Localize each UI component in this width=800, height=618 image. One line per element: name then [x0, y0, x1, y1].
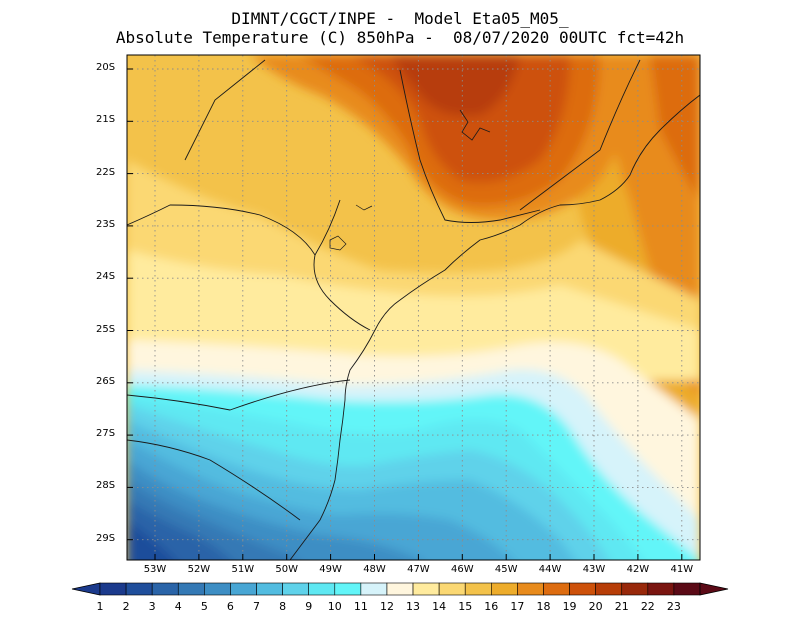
lat-label: 22S: [96, 166, 116, 178]
lon-label: 53W: [143, 564, 167, 575]
colorbar-label: 18: [536, 600, 551, 613]
coastline-borders: [127, 59, 700, 560]
colorbar-label: 23: [666, 600, 681, 613]
colorbar-swatch: [360, 582, 388, 596]
colorbar-label: 16: [484, 600, 499, 613]
colorbar-swatch: [673, 582, 701, 596]
lon-label: 51W: [231, 564, 255, 575]
lon-label: 44W: [538, 564, 562, 575]
axis-ticks: [127, 68, 683, 560]
lon-label: 41W: [670, 564, 694, 575]
colorbar-label: 17: [510, 600, 525, 613]
colorbar-arrow-left: [71, 582, 101, 596]
lat-label: 25S: [96, 323, 116, 335]
colorbar-swatch: [282, 582, 309, 596]
lon-label: 46W: [450, 564, 474, 575]
colorbar-swatch: [647, 582, 675, 596]
colorbar-label: 19: [562, 600, 577, 613]
colorbar-label: 22: [640, 600, 655, 613]
colorbar-swatch: [256, 582, 283, 596]
lat-label: 27S: [96, 428, 116, 440]
lat-label: 28S: [96, 480, 116, 492]
colorbar-swatch: [386, 582, 414, 596]
temperature-field: [127, 55, 700, 560]
colorbar-label: 10: [327, 600, 342, 613]
colorbar-label: 13: [406, 600, 421, 613]
lon-label: 49W: [319, 564, 342, 575]
colorbar-label: 9: [305, 600, 313, 613]
colorbar-swatch: [569, 582, 596, 596]
colorbar-label: 21: [614, 600, 629, 613]
colorbar-swatch: [543, 582, 570, 596]
colorbar-swatch: [308, 582, 336, 596]
colorbar-swatch: [204, 582, 231, 596]
colorbar-label: 12: [379, 600, 394, 613]
lat-label: 20S: [96, 62, 116, 73]
colorbar-swatch: [177, 582, 205, 596]
graticule: [127, 55, 700, 560]
colorbar-label: 20: [588, 600, 603, 613]
colorbar-swatch: [517, 582, 544, 596]
lon-label: 47W: [407, 564, 430, 575]
lat-label: 24S: [96, 271, 116, 283]
colorbar-swatch: [438, 582, 466, 596]
map-frame: [126, 54, 701, 561]
colorbar: [71, 582, 729, 596]
colorbar-swatch: [491, 582, 518, 596]
colorbar-label: 7: [253, 600, 261, 613]
lon-label: 42W: [626, 564, 650, 575]
colorbar-label: 1: [96, 600, 104, 613]
colorbar-swatch: [412, 582, 440, 596]
lat-label: 23S: [96, 218, 116, 230]
colorbar-swatch: [464, 582, 492, 596]
colorbar-arrow-right: [699, 582, 729, 596]
title-line-1: DIMNT/CGCT/INPE - Model Eta05_M05_: [231, 9, 569, 28]
colorbar-label: 3: [148, 600, 156, 613]
colorbar-label: 6: [226, 600, 234, 613]
lat-label: 26S: [96, 375, 116, 387]
colorbar-swatch: [125, 582, 153, 596]
colorbar-swatch: [334, 582, 362, 596]
lat-label: 21S: [96, 114, 116, 126]
lon-label: 50W: [275, 564, 298, 575]
lat-label: 29S: [96, 532, 116, 544]
title-line-2: Absolute Temperature (C) 850hPa - 08/07/…: [115, 28, 685, 47]
colorbar-label: 4: [174, 600, 182, 613]
colorbar-swatch: [99, 582, 127, 596]
colorbar-label: 14: [432, 600, 447, 613]
colorbar-label: 2: [122, 600, 130, 613]
colorbar-swatch: [595, 582, 623, 596]
colorbar-label: 11: [353, 600, 368, 613]
colorbar-swatch: [621, 582, 649, 596]
colorbar-swatch: [230, 582, 257, 596]
lon-label: 48W: [363, 564, 386, 575]
lon-label: 45W: [494, 564, 518, 575]
colorbar-label: 8: [279, 600, 287, 613]
colorbar-label: 15: [458, 600, 473, 613]
colorbar-swatch: [151, 582, 179, 596]
colorbar-label: 5: [200, 600, 208, 613]
lon-label: 43W: [582, 564, 606, 575]
lon-label: 52W: [187, 564, 211, 575]
